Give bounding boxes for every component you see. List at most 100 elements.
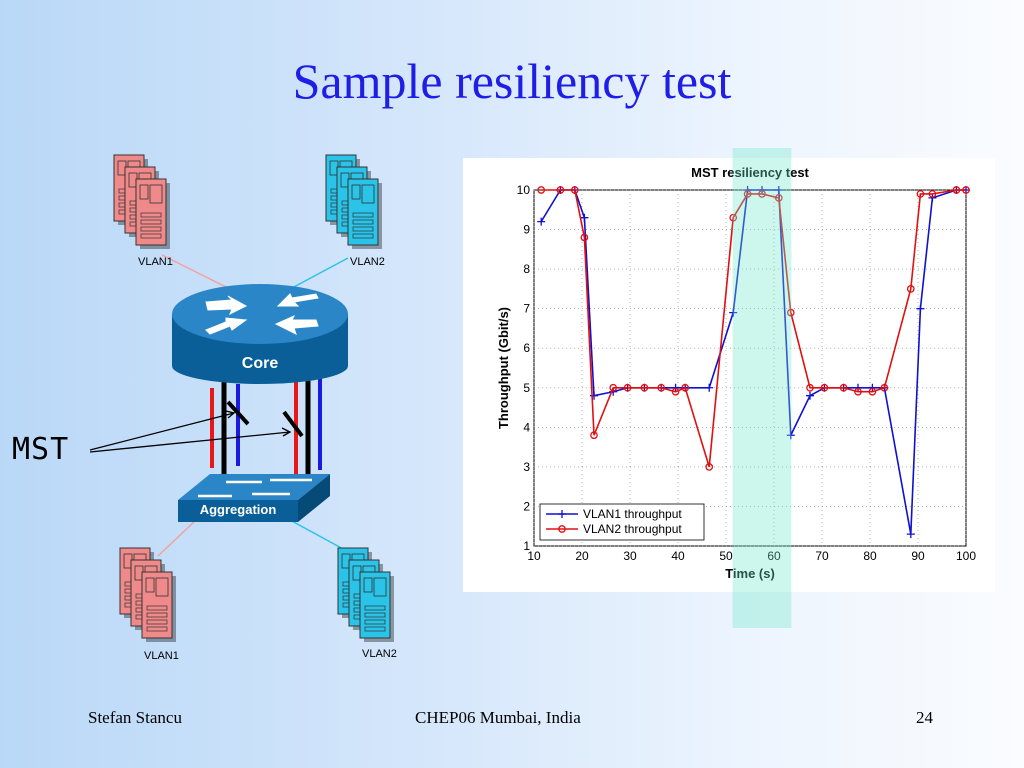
- mst-label: MST: [12, 432, 70, 467]
- series-1-point: [537, 217, 546, 226]
- series-2-point: [609, 383, 618, 392]
- series-1-point: [671, 383, 680, 392]
- series-2-point: [580, 233, 589, 242]
- series-1-point: [705, 383, 714, 392]
- y-tick-label: 6: [523, 341, 530, 355]
- server-group-label-vlan1-top: VLAN1: [138, 256, 173, 268]
- highlight-band: [732, 148, 792, 628]
- server-stack-vlan1: [113, 154, 170, 249]
- series-2-point: [774, 194, 783, 202]
- series-2-point: [640, 383, 649, 392]
- series-2-point: [916, 190, 925, 198]
- y-tick-label: 4: [523, 420, 530, 434]
- x-tick-label: 20: [575, 549, 589, 563]
- footer-author: Stefan Stancu: [88, 708, 182, 727]
- blocked-port-mark-right: [282, 410, 304, 438]
- series-2-point: [806, 383, 814, 392]
- series-line-2: [541, 189, 966, 468]
- series-1-point: [774, 186, 783, 194]
- series-1-point: [868, 383, 877, 392]
- y-tick-label: 7: [523, 302, 530, 316]
- server-group-label-vlan2-top: VLAN2: [350, 256, 385, 268]
- y-tick-label: 8: [523, 262, 530, 276]
- series-2-point: [786, 308, 795, 317]
- x-axis-label: Time (s): [725, 566, 775, 581]
- server-group-label-vlan1-bottom: VLAN1: [144, 650, 179, 662]
- series-2-point: [623, 383, 632, 392]
- series-2-point: [537, 186, 546, 194]
- x-tick-label: 80: [863, 549, 877, 563]
- series-2-point: [952, 186, 961, 194]
- router-arrows-icon: [205, 293, 319, 335]
- legend-entry-1: VLAN1 throughput: [583, 507, 682, 521]
- aggregation-label: Aggregation: [199, 502, 277, 517]
- legend-entry-2: VLAN2 throughput: [583, 522, 682, 536]
- series-2-point: [556, 186, 565, 194]
- series-2-point: [820, 383, 829, 392]
- y-tick-label: 2: [523, 499, 530, 513]
- series-1-point: [729, 308, 738, 317]
- series-2-point: [880, 383, 889, 392]
- aggregation-switch: [178, 474, 330, 522]
- series-2-point: [671, 387, 680, 396]
- server-stack-vlan2: [337, 547, 394, 642]
- mst-arrows: [89, 410, 292, 453]
- x-tick-label: 50: [719, 549, 733, 563]
- series-1-point: [906, 530, 915, 539]
- series-2-point: [570, 186, 579, 194]
- series-2-point: [906, 285, 915, 293]
- series-2-point: [839, 383, 848, 392]
- series-1-point: [743, 186, 752, 194]
- switch-arrows-icon: [198, 478, 312, 498]
- link-core-vlan1-top: [161, 254, 229, 289]
- series-2-point: [868, 387, 877, 396]
- x-tick-label: 90: [911, 549, 925, 563]
- x-tick-label: 100: [956, 549, 976, 563]
- x-tick-label: 10: [527, 549, 541, 563]
- series-2-point: [928, 190, 937, 198]
- series-line-1: [540, 189, 966, 535]
- core-router: [172, 284, 348, 384]
- x-tick-label: 30: [623, 549, 637, 563]
- series-2-point: [705, 463, 714, 471]
- footer-page-number: 24: [916, 708, 933, 727]
- link-core-vlan2-top: [291, 257, 349, 289]
- series-1-point: [580, 213, 589, 222]
- series-1-point: [928, 193, 937, 202]
- series-2-point: [681, 383, 690, 392]
- plot-area: [533, 189, 967, 547]
- footer-event: CHEP06 Mumbai, India: [415, 708, 581, 727]
- slide-title: Sample resiliency test: [292, 53, 732, 109]
- series-1-point: [786, 431, 795, 440]
- series-1-point: [916, 304, 925, 313]
- series-2-point: [854, 387, 862, 396]
- y-tick-label: 3: [523, 460, 530, 474]
- blocked-port-mark-left: [226, 400, 250, 426]
- chart-title: MST resiliency test: [691, 165, 809, 180]
- link-agg-vlan1-bottom: [157, 519, 197, 557]
- server-stack-vlan1: [119, 547, 176, 642]
- series-2-point: [657, 383, 666, 392]
- y-tick-label: 10: [517, 183, 531, 197]
- network-diagram: [89, 154, 394, 642]
- x-tick-label: 70: [815, 549, 829, 563]
- series-1-point: [806, 391, 814, 400]
- core-label: Core: [241, 355, 279, 372]
- server-group-label-vlan2-bottom: VLAN2: [362, 648, 397, 660]
- y-tick-label: 1: [523, 539, 530, 553]
- series-1-point: [758, 186, 766, 194]
- x-tick-label: 40: [671, 549, 685, 563]
- series-2-point: [758, 190, 766, 198]
- y-axis-label: Throughput (Gbit/s): [496, 307, 511, 429]
- y-tick-label: 5: [523, 381, 530, 395]
- x-tick-label: 60: [767, 549, 781, 563]
- series-2-point: [729, 213, 738, 222]
- series-2-point: [743, 190, 752, 198]
- series-1-point: [854, 383, 862, 392]
- series-2-point: [590, 431, 598, 440]
- y-tick-label: 9: [523, 223, 530, 237]
- server-stack-vlan2: [325, 154, 382, 249]
- series-2-point: [962, 186, 970, 194]
